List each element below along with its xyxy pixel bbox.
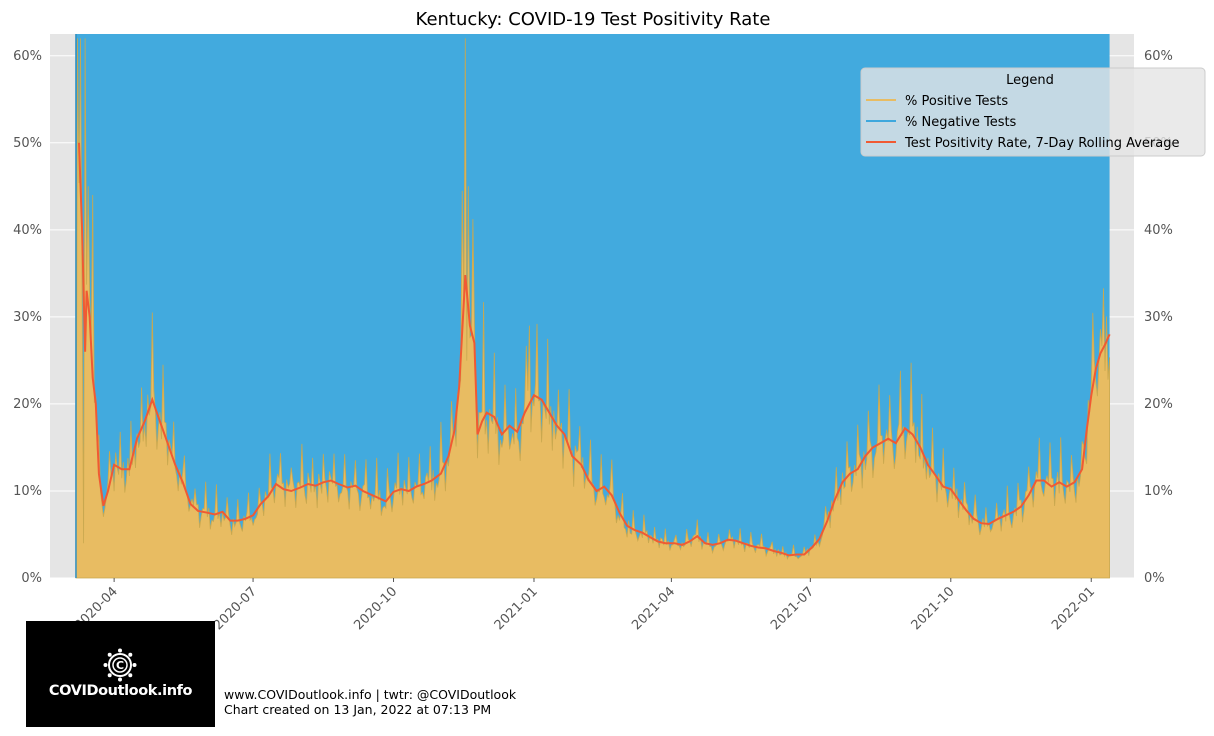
svg-text:C: C — [116, 659, 124, 672]
chart-title: Kentucky: COVID-19 Test Positivity Rate — [416, 9, 771, 30]
y-tick-label-left: 50% — [13, 136, 42, 151]
y-tick-label-right: 30% — [1144, 310, 1173, 325]
x-tick-label: 2021-01 — [492, 584, 541, 633]
virus-c-icon: C — [103, 648, 137, 682]
footer-credit: www.COVIDoutlook.info | twtr: @COVIDoutl… — [224, 687, 517, 702]
rolling-average-line — [78, 142, 1111, 557]
covidoutlook-logo: C COVIDoutlook.info — [26, 621, 215, 727]
x-tick-label: 2021-04 — [629, 584, 678, 633]
y-tick-label-right: 0% — [1144, 571, 1165, 586]
y-tick-label-left: 10% — [13, 484, 42, 499]
x-tick-label: 2020-07 — [211, 584, 260, 633]
legend-label: % Positive Tests — [905, 94, 1008, 109]
y-tick-label-left: 30% — [13, 310, 42, 325]
y-tick-label-right: 60% — [1144, 49, 1173, 64]
x-tick-label: 2021-10 — [909, 584, 958, 633]
y-tick-label-right: 40% — [1144, 223, 1173, 238]
footer-created-date: Chart created on 13 Jan, 2022 at 07:13 P… — [224, 702, 492, 717]
x-tick-label: 2020-10 — [351, 584, 400, 633]
legend-box — [860, 67, 1206, 157]
y-tick-label-right: 20% — [1144, 397, 1173, 412]
y-tick-label-left: 20% — [13, 397, 42, 412]
chart-footer: www.COVIDoutlook.info | twtr: @COVIDoutl… — [224, 687, 516, 717]
legend-label: Test Positivity Rate, 7-Day Rolling Aver… — [904, 136, 1179, 151]
legend-title: Legend — [1006, 73, 1054, 88]
y-tick-label-left: 0% — [21, 571, 42, 586]
y-tick-label-right: 10% — [1144, 484, 1173, 499]
y-tick-label-left: 60% — [13, 49, 42, 64]
legend-label: % Negative Tests — [905, 115, 1017, 130]
x-tick-label: 2022-01 — [1049, 584, 1098, 633]
logo-text: COVIDoutlook.info — [48, 683, 193, 699]
legend: Legend % Positive Tests % Negative Tests Te… — [860, 67, 1206, 157]
y-tick-label-left: 40% — [13, 223, 42, 238]
x-tick-label: 2021-07 — [768, 584, 817, 633]
